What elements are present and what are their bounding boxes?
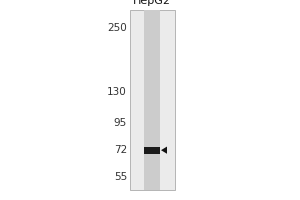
Text: 72: 72 — [114, 145, 127, 155]
Text: 95: 95 — [114, 118, 127, 128]
Bar — [144, 147, 160, 154]
Text: HepG2: HepG2 — [133, 0, 171, 6]
Text: 250: 250 — [107, 23, 127, 33]
Text: 55: 55 — [114, 172, 127, 182]
Bar — [130, 10, 175, 190]
Polygon shape — [161, 147, 167, 154]
Text: 130: 130 — [107, 87, 127, 97]
Bar — [144, 10, 160, 190]
